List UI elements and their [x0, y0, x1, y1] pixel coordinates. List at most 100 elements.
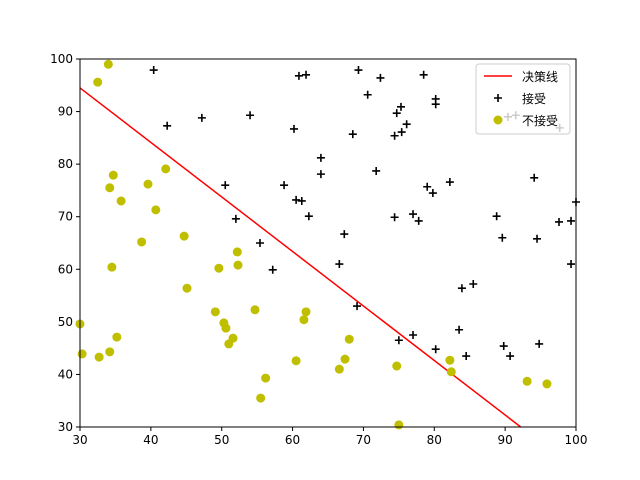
circle-marker	[77, 349, 87, 359]
legend-marker	[494, 94, 502, 102]
circle-marker	[137, 237, 147, 247]
plus-marker	[445, 178, 454, 187]
circle-marker	[340, 354, 350, 364]
plus-marker	[221, 181, 230, 190]
plus-marker	[376, 73, 385, 82]
circle-marker	[446, 367, 456, 377]
x-tick-label: 30	[72, 433, 87, 447]
y-tick-label: 50	[58, 315, 73, 329]
plus-marker	[335, 260, 344, 269]
plus-marker	[431, 100, 440, 109]
x-tick-label: 50	[214, 433, 229, 447]
plus-marker	[414, 216, 423, 225]
circle-marker	[250, 305, 260, 315]
plus-marker	[197, 113, 206, 122]
plus-marker	[409, 331, 418, 339]
y-tick-label: 60	[58, 262, 73, 276]
y-tick-label: 30	[58, 420, 73, 434]
circle-marker	[105, 183, 115, 193]
circle-marker	[151, 205, 161, 215]
circle-marker	[161, 164, 171, 174]
plus-marker	[498, 233, 507, 242]
circle-marker	[291, 356, 301, 366]
plus-marker	[372, 166, 381, 175]
legend-marker	[493, 115, 503, 125]
plus-marker	[530, 173, 539, 182]
plus-marker	[246, 111, 255, 120]
circle-marker	[103, 59, 113, 69]
plus-marker	[255, 239, 264, 247]
plus-marker	[402, 120, 411, 129]
plus-marker	[499, 342, 508, 351]
plus-marker	[316, 170, 325, 179]
circle-marker	[179, 231, 189, 241]
plus-marker	[363, 90, 372, 99]
circle-marker	[301, 307, 311, 317]
plus-marker	[535, 339, 544, 348]
plus-marker	[457, 284, 466, 293]
circle-marker	[94, 352, 104, 362]
circle-marker	[232, 247, 242, 257]
plus-marker	[289, 124, 298, 133]
plus-marker	[492, 212, 501, 221]
y-tick-label: 40	[58, 367, 73, 381]
circle-marker	[105, 347, 115, 357]
circle-marker	[221, 323, 231, 333]
x-tick-label: 70	[356, 433, 371, 447]
circle-marker	[394, 420, 404, 430]
y-tick-label: 80	[58, 157, 73, 171]
circle-marker	[143, 179, 153, 189]
plus-marker	[297, 196, 306, 205]
plus-marker	[390, 213, 399, 222]
plus-marker	[455, 325, 464, 334]
plus-marker	[304, 212, 313, 221]
x-tick-label: 80	[427, 433, 442, 447]
plus-marker	[394, 336, 403, 345]
circle-marker	[344, 334, 354, 344]
plus-marker	[431, 345, 440, 354]
circle-marker	[299, 315, 309, 325]
plus-marker	[462, 352, 471, 361]
x-tick-label: 90	[498, 433, 513, 447]
x-tick-label: 40	[143, 433, 158, 447]
plus-marker	[567, 260, 576, 269]
circle-marker	[445, 355, 455, 365]
plus-marker	[231, 214, 240, 223]
circle-marker	[224, 339, 234, 349]
circle-marker	[542, 379, 552, 389]
circle-marker	[182, 283, 192, 293]
y-tick-label: 90	[58, 105, 73, 119]
plus-marker	[316, 153, 325, 162]
legend-label: 接受	[522, 91, 546, 106]
plus-marker	[409, 210, 418, 219]
plus-marker	[280, 181, 289, 190]
plus-marker	[294, 71, 303, 80]
y-tick-label: 70	[58, 210, 73, 224]
circle-marker	[522, 376, 532, 386]
plus-marker	[397, 128, 406, 137]
legend-label: 决策线	[522, 70, 558, 84]
y-tick-label: 100	[50, 52, 73, 66]
plus-marker	[423, 182, 432, 191]
x-tick-label: 100	[565, 433, 588, 447]
plus-marker	[392, 109, 401, 118]
plus-marker	[302, 70, 311, 79]
plus-marker	[428, 189, 437, 198]
plus-marker	[353, 302, 362, 311]
circle-marker	[210, 307, 220, 317]
circle-marker	[233, 260, 243, 270]
plus-marker	[163, 121, 172, 130]
plus-marker	[506, 352, 515, 361]
legend-label: 不接受	[522, 113, 558, 128]
circle-marker	[334, 364, 344, 374]
circle-marker	[107, 262, 117, 272]
circle-marker	[112, 332, 122, 342]
circle-marker	[392, 361, 402, 371]
plus-marker	[419, 70, 428, 79]
plus-marker	[292, 195, 301, 204]
plus-marker	[340, 230, 349, 239]
circle-marker	[108, 170, 118, 180]
plus-marker	[149, 66, 158, 75]
circle-marker	[261, 373, 271, 383]
